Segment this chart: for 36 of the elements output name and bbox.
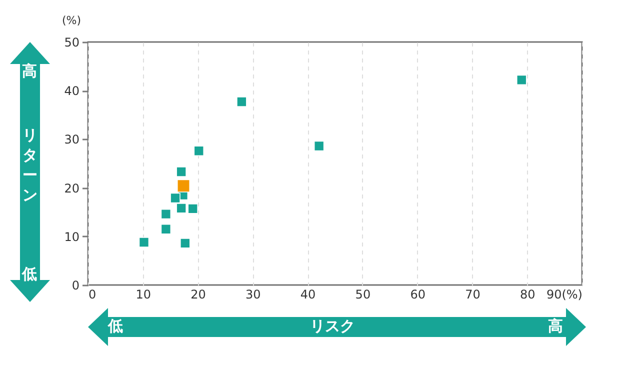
x-tick-label: 0 xyxy=(88,288,96,302)
x-tick-label: 60 xyxy=(410,288,426,302)
point xyxy=(194,146,204,156)
point xyxy=(176,166,186,177)
x-tick-label: 10 xyxy=(136,288,152,302)
point xyxy=(176,179,190,192)
y-axis-title: リターン xyxy=(22,125,38,205)
x-tick-label: 80 xyxy=(520,288,536,302)
point xyxy=(170,192,180,204)
text: 高 xyxy=(548,317,563,336)
y-tick-label: 50 xyxy=(64,36,80,50)
y-tick-label: 10 xyxy=(64,230,80,244)
y-tick-label: 0 xyxy=(72,278,80,292)
point xyxy=(138,237,150,248)
point xyxy=(160,208,172,220)
point xyxy=(516,74,527,86)
x-tick-label: 40 xyxy=(300,288,316,302)
text: 低 xyxy=(108,317,123,336)
x-axis-title: リスク xyxy=(310,317,355,336)
y-tick-label: 20 xyxy=(64,181,80,196)
x-tick-label: 90(%) xyxy=(546,288,582,302)
y-tick-label: 40 xyxy=(64,84,80,98)
text: (%) xyxy=(62,14,82,27)
text: 低 xyxy=(22,265,37,284)
point xyxy=(236,96,247,107)
x-tick-label: 20 xyxy=(190,288,206,302)
point xyxy=(160,224,172,234)
y-tick-label: 30 xyxy=(64,132,80,147)
point xyxy=(188,204,198,214)
x-tick-label: 50 xyxy=(355,288,371,302)
point xyxy=(176,203,186,214)
point xyxy=(180,238,190,248)
x-tick-label: 70 xyxy=(465,288,480,302)
text: 高 xyxy=(22,62,37,81)
x-tick-label: 30 xyxy=(246,288,261,302)
point xyxy=(314,140,324,152)
